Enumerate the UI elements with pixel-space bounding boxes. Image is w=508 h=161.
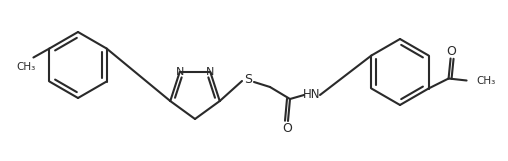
Text: S: S (244, 72, 252, 85)
Text: CH₃: CH₃ (17, 62, 36, 71)
Text: N: N (176, 67, 184, 77)
Text: N: N (206, 67, 214, 77)
Text: O: O (447, 45, 457, 58)
Text: CH₃: CH₃ (477, 76, 496, 85)
Text: HN: HN (303, 87, 321, 100)
Text: O: O (282, 123, 292, 136)
